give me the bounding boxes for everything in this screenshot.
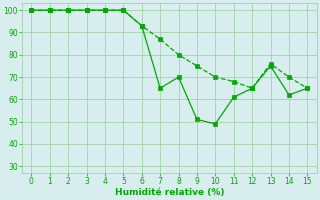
X-axis label: Humidité relative (%): Humidité relative (%) [115,188,224,197]
